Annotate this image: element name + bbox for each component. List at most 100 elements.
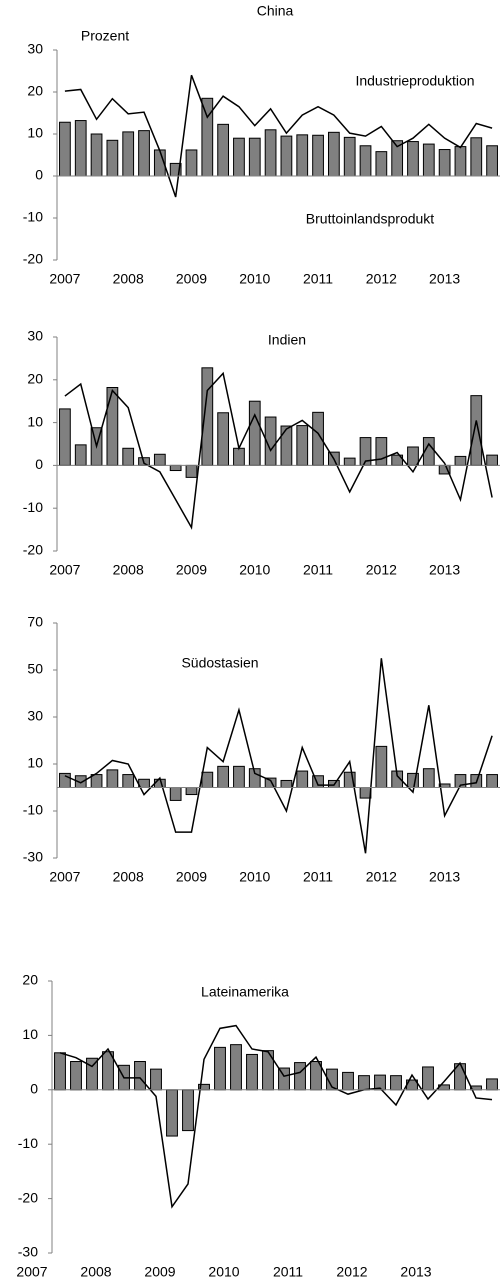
x-tick-label: 2007 bbox=[49, 562, 80, 578]
bar bbox=[486, 774, 498, 789]
x-tick-label: 2011 bbox=[303, 271, 333, 287]
bar bbox=[185, 787, 198, 796]
bar bbox=[486, 1078, 498, 1091]
x-tick-label: 2008 bbox=[80, 1264, 111, 1280]
bar bbox=[486, 145, 498, 177]
x-tick-label: 2007 bbox=[49, 271, 80, 287]
y-tick-label: -20 bbox=[23, 542, 43, 558]
y-tick-label: -10 bbox=[23, 802, 43, 818]
y-tick-label: 10 bbox=[22, 1026, 38, 1042]
bar bbox=[486, 454, 498, 466]
y-tick-label: 20 bbox=[27, 83, 43, 99]
x-tick-label: 2008 bbox=[113, 562, 144, 578]
bar bbox=[375, 437, 388, 466]
chart-title: Lateinamerika bbox=[201, 984, 289, 1000]
x-tick-label: 2009 bbox=[144, 1264, 175, 1280]
bar bbox=[342, 1071, 354, 1091]
y-tick-label: 20 bbox=[27, 371, 43, 387]
x-tick-label: 2010 bbox=[239, 869, 270, 885]
bar bbox=[358, 1075, 370, 1091]
bar bbox=[102, 1051, 114, 1091]
bar bbox=[153, 453, 166, 466]
bar bbox=[422, 768, 435, 789]
x-tick-label: 2008 bbox=[113, 869, 144, 885]
bar bbox=[375, 745, 388, 788]
x-tick-label: 2012 bbox=[366, 562, 397, 578]
bar bbox=[185, 464, 198, 478]
bar bbox=[343, 457, 356, 466]
bar bbox=[280, 135, 293, 177]
bar bbox=[312, 134, 324, 177]
y-tick-label: 10 bbox=[27, 413, 43, 429]
bar bbox=[201, 771, 214, 788]
bar bbox=[90, 774, 103, 789]
bar bbox=[296, 425, 309, 466]
bar bbox=[438, 149, 451, 177]
bar bbox=[166, 1089, 178, 1137]
bar bbox=[280, 425, 293, 466]
x-tick-label: 2009 bbox=[176, 869, 207, 885]
x-tick-label: 2011 bbox=[303, 869, 333, 885]
bar bbox=[280, 779, 293, 789]
bar bbox=[106, 769, 119, 788]
y-tick-label: 0 bbox=[30, 1081, 38, 1097]
bar bbox=[296, 770, 309, 788]
bar bbox=[122, 774, 135, 789]
bar bbox=[59, 121, 71, 177]
bar bbox=[248, 137, 261, 177]
bar bbox=[422, 1066, 434, 1091]
x-tick-label: 2012 bbox=[336, 1264, 367, 1280]
y-axis-label: Prozent bbox=[81, 28, 129, 44]
x-tick-label: 2010 bbox=[239, 271, 270, 287]
bar bbox=[343, 136, 356, 177]
bar bbox=[294, 1062, 306, 1091]
bar bbox=[185, 149, 198, 177]
x-tick-label: 2007 bbox=[49, 869, 80, 885]
chart-title: China bbox=[257, 3, 294, 19]
bar bbox=[233, 447, 245, 466]
y-tick-label: 50 bbox=[27, 661, 43, 677]
bar bbox=[375, 151, 388, 177]
bar bbox=[74, 120, 87, 177]
bar bbox=[470, 137, 483, 177]
bar bbox=[217, 412, 230, 466]
y-tick-label: -10 bbox=[23, 499, 43, 515]
bar bbox=[201, 97, 214, 177]
x-tick-label: 2012 bbox=[366, 271, 397, 287]
bar bbox=[70, 1061, 82, 1091]
bar bbox=[264, 129, 277, 177]
chart-title: Südostasien bbox=[181, 655, 258, 671]
y-tick-label: -30 bbox=[18, 1244, 38, 1260]
y-tick-label: 30 bbox=[27, 708, 43, 724]
x-tick-label: 2013 bbox=[400, 1264, 431, 1280]
y-tick-label: 10 bbox=[27, 125, 43, 141]
bar bbox=[422, 143, 435, 177]
bar bbox=[233, 765, 245, 788]
bar bbox=[359, 787, 372, 799]
bar bbox=[138, 130, 150, 177]
bar bbox=[134, 1061, 146, 1091]
bar bbox=[169, 787, 182, 801]
x-tick-label: 2008 bbox=[113, 271, 144, 287]
x-tick-label: 2012 bbox=[366, 869, 397, 885]
bar bbox=[150, 1068, 162, 1091]
bar bbox=[106, 387, 119, 466]
y-tick-label: 30 bbox=[27, 328, 43, 344]
line bbox=[64, 74, 493, 198]
bar bbox=[59, 408, 71, 466]
line bbox=[64, 658, 493, 854]
bar bbox=[217, 765, 230, 788]
bar bbox=[470, 395, 483, 466]
y-tick-label: 0 bbox=[35, 456, 43, 472]
line bbox=[59, 1024, 493, 1209]
y-tick-label: -20 bbox=[23, 251, 43, 267]
bar bbox=[296, 134, 309, 177]
x-tick-label: 2010 bbox=[239, 562, 270, 578]
bar bbox=[59, 772, 71, 789]
bar bbox=[246, 1053, 258, 1091]
y-tick-label: 20 bbox=[22, 972, 38, 988]
x-tick-label: 2009 bbox=[176, 562, 207, 578]
y-tick-label: -10 bbox=[23, 209, 43, 225]
x-tick-label: 2013 bbox=[429, 271, 460, 287]
